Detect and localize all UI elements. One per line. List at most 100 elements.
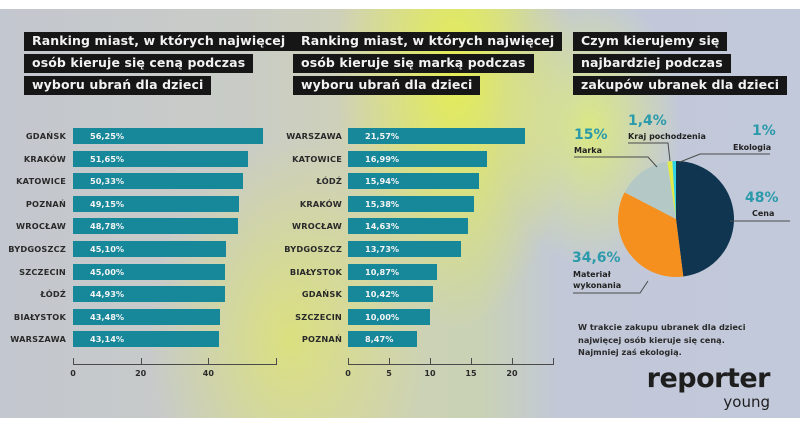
brand-logo-sub: young bbox=[723, 393, 770, 411]
bar bbox=[348, 218, 468, 235]
pie-title-line: najbardziej podczas bbox=[573, 54, 731, 73]
pie-pct-cena: 48% bbox=[745, 190, 779, 206]
bar bbox=[73, 331, 219, 348]
bar bbox=[348, 173, 479, 190]
bar-value-label: 49,15% bbox=[90, 198, 125, 209]
brand-logo: reporter bbox=[646, 363, 771, 394]
leader-ekologia bbox=[679, 153, 770, 163]
summary-note-line: najwięcej osób kieruje się ceną. bbox=[578, 334, 725, 345]
pie-label-kraj: Kraj pochodzenia bbox=[628, 132, 706, 141]
purchase-factors-pie bbox=[573, 142, 790, 294]
city-label: WARSZAWA bbox=[10, 334, 66, 345]
bar-value-label: 51,65% bbox=[90, 153, 125, 164]
chart1-title-line: Ranking miast, w których najwięcej bbox=[24, 32, 294, 51]
pie-pct-material: 34,6% bbox=[572, 250, 621, 266]
pie-pct-marka: 15% bbox=[574, 127, 608, 143]
bar bbox=[73, 150, 248, 167]
bar bbox=[73, 308, 221, 325]
x-tick-label: 15 bbox=[465, 369, 477, 378]
chart1-title-line: osób kieruje się ceną podczas bbox=[24, 54, 254, 73]
pie-label-marka: Marka bbox=[574, 146, 603, 155]
city-label: KATOWICE bbox=[16, 176, 66, 187]
bar-value-label: 43,14% bbox=[90, 334, 125, 345]
bar bbox=[348, 308, 430, 325]
bar bbox=[73, 263, 226, 280]
pie-slice-marka bbox=[624, 161, 676, 219]
pie-slice-materiał-wykonania bbox=[618, 192, 684, 277]
bar-value-label: 56,25% bbox=[90, 131, 125, 141]
pie-label-material-line1: Materiał bbox=[573, 270, 611, 279]
chart1-title-line: wyboru ubrań dla dzieci bbox=[24, 76, 212, 95]
x-tick-label: 20 bbox=[506, 369, 518, 378]
bar bbox=[73, 241, 226, 257]
x-axis-tick bbox=[471, 358, 472, 365]
pie-title-line: zakupów ubranek dla dzieci bbox=[573, 76, 788, 95]
bar bbox=[73, 128, 264, 144]
bar bbox=[73, 286, 225, 303]
leader-marka bbox=[574, 156, 658, 168]
bar-value-label: 44,93% bbox=[90, 289, 125, 300]
pie-slice-cena bbox=[676, 161, 735, 277]
bar-value-label: 14,63% bbox=[365, 221, 400, 232]
bar-value-label: 15,94% bbox=[365, 176, 400, 187]
summary-note-line: Najmniej zaś ekologią. bbox=[578, 347, 682, 357]
bar-value-label: 45,00% bbox=[90, 266, 125, 277]
bar bbox=[348, 331, 418, 348]
pie-pct-kraj: 1,4% bbox=[628, 113, 667, 129]
x-axis-tick bbox=[140, 358, 142, 365]
chart2-title: Ranking miast, w których najwięcej osób … bbox=[293, 32, 563, 98]
bar-value-label: 50,33% bbox=[90, 176, 125, 187]
bar bbox=[73, 218, 239, 235]
chart2-title-line: wyboru ubrań dla dzieci bbox=[293, 76, 481, 95]
x-axis-tick bbox=[276, 358, 277, 365]
city-label: POZNAŃ bbox=[301, 334, 342, 345]
city-label: GDAŃSK bbox=[25, 131, 66, 141]
pie-title: Czym kierujemy się najbardziej podczas z… bbox=[573, 32, 788, 98]
pie-title-line: Czym kierujemy się bbox=[573, 32, 728, 51]
x-tick-label: 0 bbox=[345, 369, 351, 378]
x-axis-line bbox=[348, 364, 553, 365]
bar bbox=[348, 150, 488, 167]
summary-note-line: W trakcie zakupu ubranek dla dzieci bbox=[578, 322, 746, 332]
x-tick-label: 40 bbox=[202, 369, 214, 378]
pie-label-cena: Cena bbox=[752, 209, 775, 218]
bar bbox=[348, 263, 438, 280]
x-axis-tick bbox=[348, 358, 349, 365]
city-label: WROCŁAW bbox=[292, 221, 342, 232]
pie-label-material-line2: wykonania bbox=[573, 281, 622, 290]
city-label: WARSZAWA bbox=[286, 131, 342, 141]
pie-slice-kraj-pochodzenia bbox=[667, 161, 676, 219]
city-label: KRAKÓW bbox=[23, 153, 66, 164]
x-axis-tick bbox=[208, 358, 210, 365]
city-label: SZCZECIN bbox=[295, 311, 342, 322]
bar-value-label: 45,10% bbox=[90, 244, 125, 254]
city-label: ŁÓDŹ bbox=[316, 176, 342, 187]
x-axis-line bbox=[73, 364, 276, 365]
city-label: BIAŁYSTOK bbox=[13, 311, 66, 322]
bar-value-label: 21,57% bbox=[365, 131, 400, 141]
leader-kraj bbox=[628, 142, 671, 162]
bar-value-label: 43,48% bbox=[90, 311, 125, 322]
pie-slice-ekologia bbox=[672, 161, 676, 219]
bar-value-label: 8,47% bbox=[365, 334, 394, 345]
bar-value-label: 10,42% bbox=[365, 289, 400, 300]
bar bbox=[348, 241, 461, 257]
bar bbox=[348, 195, 475, 212]
bar bbox=[73, 173, 244, 190]
city-label: SZCZECIN bbox=[19, 266, 66, 277]
chart2-title-line: Ranking miast, w których najwięcej bbox=[293, 32, 563, 51]
leader-material bbox=[573, 280, 649, 294]
x-axis-tick bbox=[553, 358, 554, 365]
city-label: KATOWICE bbox=[292, 153, 342, 164]
x-axis-tick bbox=[389, 358, 390, 365]
city-label: BYDGOSZCZ bbox=[284, 244, 342, 254]
x-tick-label: 5 bbox=[386, 369, 392, 378]
bar-value-label: 10,87% bbox=[365, 266, 400, 277]
x-axis-tick bbox=[73, 358, 74, 365]
city-label: BIAŁYSTOK bbox=[289, 266, 342, 277]
chart1-title: Ranking miast, w których najwięcej osób … bbox=[24, 32, 294, 98]
x-tick-label: 0 bbox=[70, 369, 76, 378]
x-axis-tick bbox=[430, 358, 431, 365]
bar-value-label: 13,73% bbox=[365, 244, 400, 254]
x-tick-label: 20 bbox=[135, 369, 147, 378]
